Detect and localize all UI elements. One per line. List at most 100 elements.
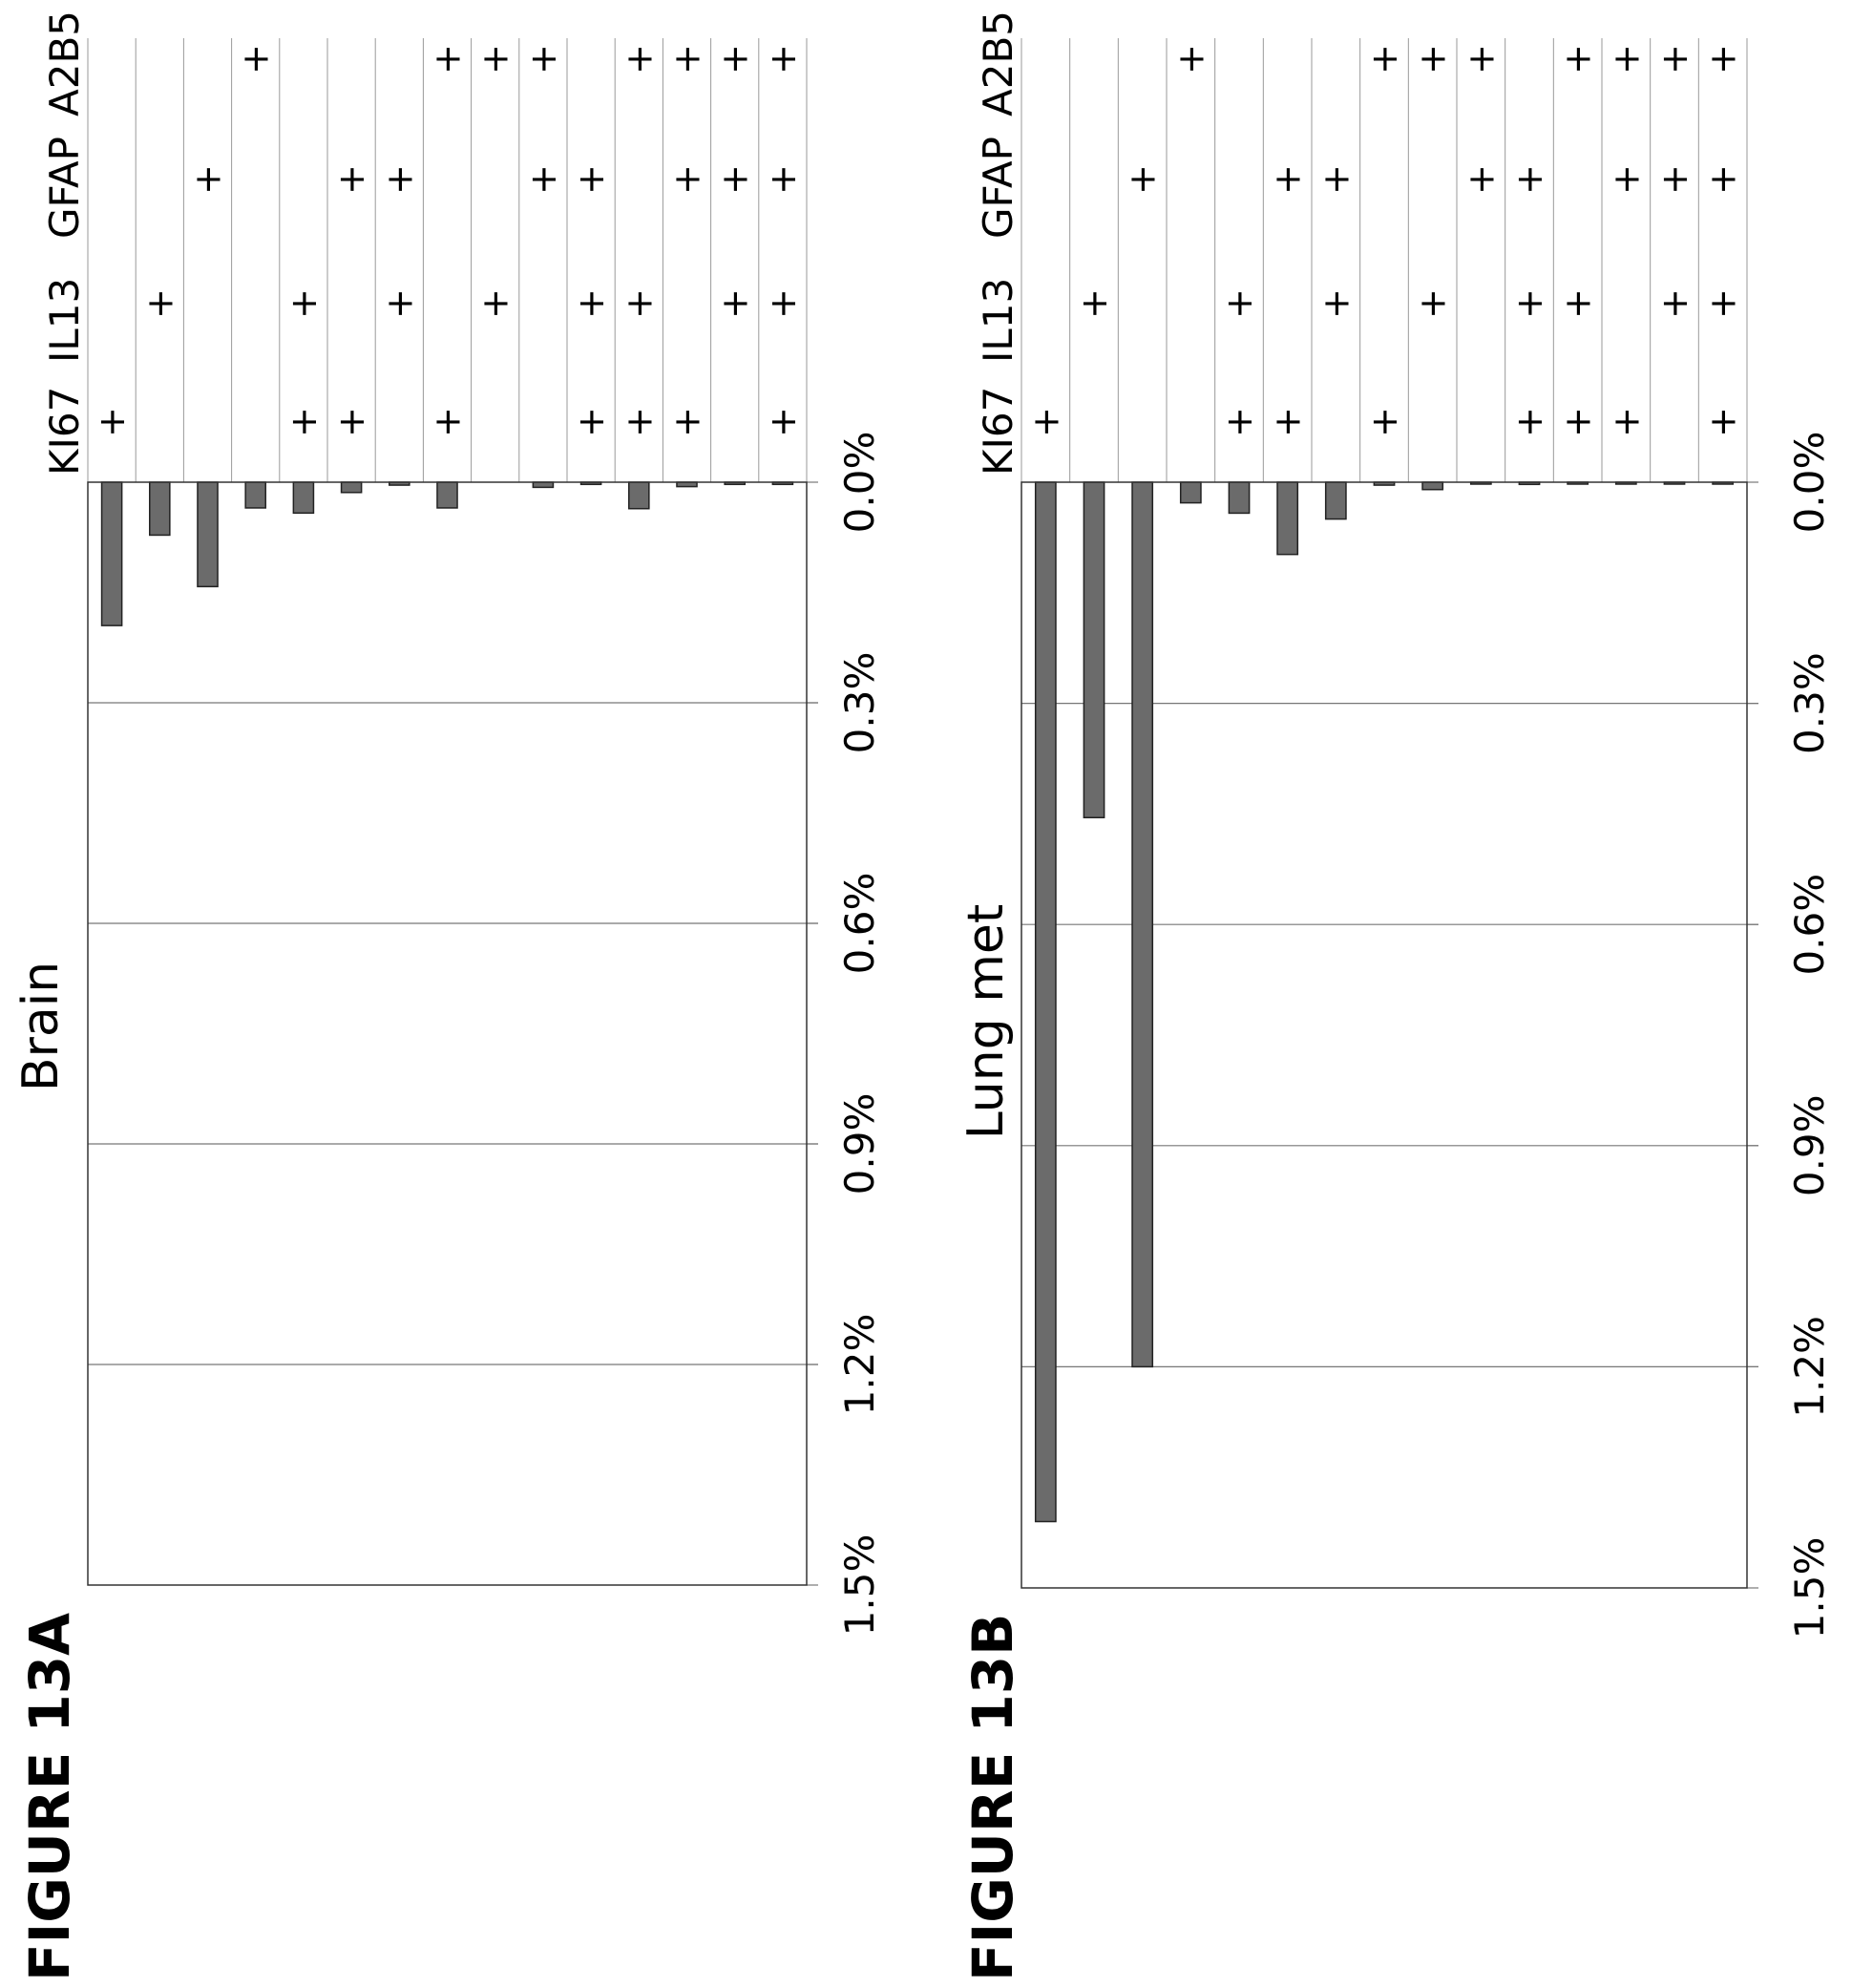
marker-plus: + [378, 164, 420, 195]
marker-plus: + [1460, 44, 1502, 74]
marker-plus: + [1508, 164, 1550, 195]
chart-title: Lung met [958, 904, 1015, 1140]
marker-plus: + [762, 407, 804, 437]
x-tick-label: 1.5% [1786, 1537, 1833, 1639]
figure-label: FIGURE 13A [17, 1613, 82, 1981]
x-tick-label: 1.5% [836, 1534, 883, 1637]
x-tick-label: 0.0% [1786, 432, 1833, 534]
marker-plus: + [1557, 288, 1599, 319]
marker-plus: + [714, 288, 756, 319]
x-tick-label: 0.6% [1786, 874, 1833, 976]
marker-plus: + [666, 164, 708, 195]
marker-plus: + [474, 288, 516, 319]
marker-plus: + [1653, 44, 1695, 74]
bar [1034, 481, 1057, 1523]
marker-plus: + [138, 288, 180, 319]
marker-plus: + [330, 164, 372, 195]
marker-plus: + [1315, 164, 1357, 195]
marker-plus: + [714, 164, 756, 195]
bar [532, 481, 555, 489]
bar [340, 481, 363, 494]
x-tick-label: 0.3% [836, 652, 883, 754]
marker-plus-signs: ++++++++++++++++++++++++++++++++ [91, 44, 804, 437]
bar [197, 481, 219, 588]
marker-plus: + [762, 288, 804, 319]
marker-plus: + [714, 44, 756, 74]
marker-plus: + [522, 44, 564, 74]
marker-plus: + [283, 407, 325, 437]
bar [1324, 481, 1347, 520]
gridlines [88, 481, 818, 1586]
marker-plus: + [1267, 407, 1309, 437]
marker-plus: + [1460, 164, 1502, 195]
marker-header: KI67 [975, 387, 1021, 476]
marker-plus: + [1412, 44, 1454, 74]
marker-plus: + [666, 407, 708, 437]
marker-plus: + [1218, 288, 1260, 319]
marker-plus: + [1073, 288, 1115, 319]
marker-header: A2B5 [975, 11, 1021, 116]
marker-plus-signs: ++++++++++++++++++++++++++++++++ [1024, 44, 1743, 437]
marker-header: IL13 [41, 278, 88, 363]
marker-header: IL13 [975, 278, 1021, 363]
marker-plus: + [1653, 164, 1695, 195]
x-tick-label: 1.2% [1786, 1316, 1833, 1418]
x-tick-label: 0.9% [1786, 1094, 1833, 1196]
bar [1421, 481, 1444, 491]
bar [1131, 481, 1154, 1368]
x-tick-labels: 0.0% 0.3% 0.6% 0.9% 1.2% 1.5% [1786, 432, 1833, 1639]
bars [100, 481, 794, 626]
marker-plus: + [283, 288, 325, 319]
panel-figure-13a: FIGURE 13A Brain +++++++++++++++++++++++… [12, 11, 883, 1981]
marker-plus: + [427, 44, 469, 74]
marker-plus: + [1508, 288, 1550, 319]
marker-plus: + [1605, 164, 1647, 195]
bar [1083, 481, 1105, 819]
marker-plus: + [1702, 44, 1744, 74]
marker-plus: + [474, 44, 516, 74]
marker-plus: + [618, 44, 660, 74]
row-separators [87, 38, 808, 482]
marker-plus: + [1653, 288, 1695, 319]
bar [1179, 481, 1202, 504]
bar [436, 481, 458, 509]
marker-plus: + [1702, 164, 1744, 195]
marker-plus: + [1363, 44, 1405, 74]
marker-plus: + [1605, 407, 1647, 437]
marker-headers: KI67 IL13 GFAP A2B5 [41, 11, 88, 476]
x-tick-label: 0.3% [1786, 652, 1833, 754]
marker-plus: + [1122, 164, 1164, 195]
marker-plus: + [1605, 44, 1647, 74]
marker-header: GFAP [975, 137, 1021, 239]
panel-figure-13b: FIGURE 13B Lung met ++++++++++++++++++++… [958, 11, 1833, 1981]
figure-label: FIGURE 13B [960, 1614, 1025, 1981]
marker-plus: + [618, 407, 660, 437]
plot-frame [87, 481, 808, 1586]
row-separators [1021, 38, 1748, 482]
marker-plus: + [618, 288, 660, 319]
bar [292, 481, 315, 515]
marker-header: A2B5 [41, 11, 88, 116]
bar [149, 481, 171, 537]
x-tick-label: 0.9% [836, 1093, 883, 1195]
marker-plus: + [666, 44, 708, 74]
marker-plus: + [1267, 164, 1309, 195]
marker-plus: + [1702, 407, 1744, 437]
marker-plus: + [570, 288, 612, 319]
marker-plus: + [1702, 288, 1744, 319]
bar [1228, 481, 1251, 515]
marker-plus: + [570, 164, 612, 195]
marker-header: KI67 [41, 387, 88, 476]
chart-title: Brain [12, 962, 70, 1091]
plot-frame [1021, 481, 1748, 1589]
marker-headers: KI67 IL13 GFAP A2B5 [975, 11, 1021, 476]
marker-plus: + [1315, 288, 1357, 319]
marker-plus: + [1412, 288, 1454, 319]
x-tick-label: 0.6% [836, 873, 883, 975]
marker-plus: + [235, 44, 277, 74]
bar [628, 481, 650, 510]
bars [1034, 481, 1735, 1523]
bar [1276, 481, 1299, 556]
marker-plus: + [1557, 44, 1599, 74]
